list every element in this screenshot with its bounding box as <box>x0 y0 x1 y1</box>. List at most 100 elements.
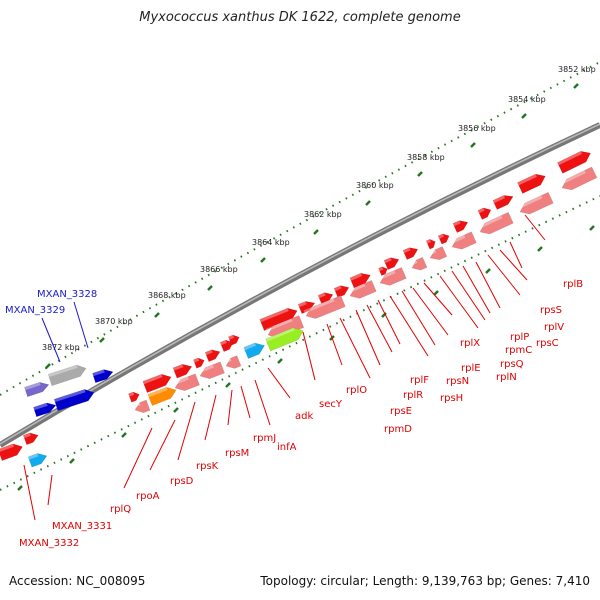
gene-arrow[interactable] <box>517 191 554 217</box>
gene-label[interactable]: rpsE <box>390 406 412 417</box>
gene-arrow[interactable] <box>427 246 448 263</box>
gene-label[interactable]: infA <box>277 442 297 453</box>
gene-label[interactable]: rplX <box>460 338 480 349</box>
label-leader-line <box>462 265 491 314</box>
gene-label[interactable]: rplV <box>544 322 564 333</box>
gene-label[interactable]: MXAN_3329 <box>5 305 65 316</box>
tick-label: 3864 kbp <box>252 238 290 247</box>
tick-mark <box>589 225 595 231</box>
label-leader-line <box>177 401 196 461</box>
gene-label[interactable]: rpsD <box>170 476 194 487</box>
gene-label[interactable]: rpsK <box>196 461 219 472</box>
gene-arrow[interactable] <box>449 231 477 253</box>
gene-arrow[interactable] <box>142 371 173 393</box>
gene-label[interactable]: MXAN_3331 <box>52 521 112 532</box>
gene-arrow[interactable] <box>223 355 242 371</box>
gene-label[interactable]: rpmJ <box>253 433 276 444</box>
gene-arrow[interactable] <box>402 245 420 260</box>
gene-arrow[interactable] <box>377 266 407 288</box>
tick-label: 3862 kbp <box>304 210 342 219</box>
label-leader-line <box>204 394 217 441</box>
gene-arrow[interactable] <box>24 380 50 398</box>
gene-arrow[interactable] <box>347 279 377 301</box>
gene-label[interactable]: rpsN <box>446 376 469 387</box>
gene-arrow[interactable] <box>297 298 317 314</box>
gene-arrow[interactable] <box>53 387 96 412</box>
gene-label[interactable]: rplQ <box>110 504 131 515</box>
gene-arrow[interactable] <box>47 363 88 387</box>
tick-label: 3872 kbp <box>42 343 80 352</box>
label-leader-line <box>439 275 479 329</box>
gene-arrow[interactable] <box>92 367 114 384</box>
gene-arrow[interactable] <box>517 171 547 194</box>
gene-label[interactable]: rpmD <box>384 424 412 435</box>
gene-arrow[interactable] <box>559 166 598 194</box>
gene-arrow[interactable] <box>425 238 437 250</box>
tick-mark <box>99 337 105 343</box>
gene-label[interactable]: secY <box>319 399 343 410</box>
tick-mark <box>521 113 527 119</box>
gene-label[interactable]: rplP <box>510 332 529 343</box>
label-leader-line <box>451 270 486 321</box>
gene-label[interactable]: rpsH <box>440 393 463 404</box>
gene-arrow[interactable] <box>193 356 206 369</box>
gene-arrow[interactable] <box>128 390 141 403</box>
label-leader-line <box>73 301 89 349</box>
gene-arrow[interactable] <box>349 270 373 289</box>
gene-arrow[interactable] <box>477 205 493 220</box>
gene-label[interactable]: MXAN_3332 <box>19 538 79 549</box>
gene-arrow[interactable] <box>27 451 49 468</box>
tick-label: 3860 kbp <box>356 181 394 190</box>
gene-label[interactable]: rpmC <box>505 345 532 356</box>
gene-arrow[interactable] <box>204 347 222 362</box>
label-leader-line <box>412 287 449 336</box>
gene-arrow[interactable] <box>133 399 151 415</box>
gene-arrow[interactable] <box>378 265 388 277</box>
gene-arrow[interactable] <box>303 295 346 321</box>
gene-arrow[interactable] <box>259 305 300 331</box>
gene-arrow[interactable] <box>557 148 593 174</box>
label-leader-line <box>475 261 501 309</box>
gene-label[interactable]: rplR <box>403 390 423 401</box>
gene-arrow[interactable] <box>383 255 401 270</box>
tick-label: 3858 kbp <box>407 153 445 162</box>
gene-arrow[interactable] <box>172 361 194 379</box>
gene-arrow[interactable] <box>333 283 351 298</box>
gene-label[interactable]: rpsC <box>536 338 559 349</box>
gene-label[interactable]: rpsS <box>540 305 562 316</box>
gene-arrow-secY[interactable] <box>265 325 306 352</box>
gene-arrow[interactable] <box>477 211 514 237</box>
gene-label[interactable]: rplO <box>346 385 367 396</box>
gene-arrow[interactable] <box>0 441 25 461</box>
gene-arrow[interactable] <box>317 290 335 305</box>
tick-mark <box>154 312 160 318</box>
gene-arrow[interactable] <box>437 232 451 245</box>
gene-label[interactable]: rpoA <box>136 491 160 502</box>
gene-label[interactable]: rplB <box>563 279 583 290</box>
gene-arrow[interactable] <box>492 192 515 210</box>
gene-label[interactable]: MXAN_3328 <box>37 289 97 300</box>
tick-mark <box>17 485 23 491</box>
gene-arrow[interactable] <box>172 373 200 394</box>
label-leader-line <box>47 474 53 506</box>
gene-label[interactable]: rpsM <box>225 448 249 459</box>
gene-label[interactable]: rplF <box>410 375 429 386</box>
tick-label: 3856 kbp <box>458 124 496 133</box>
gene-label[interactable]: adk <box>295 411 313 422</box>
gene-arrow-rpoA[interactable] <box>147 384 178 406</box>
gene-arrow[interactable] <box>33 400 57 418</box>
label-leader-line <box>355 309 381 366</box>
gene-arrow[interactable] <box>409 256 428 273</box>
tick-mark <box>313 229 319 235</box>
tick-mark <box>433 290 439 296</box>
gene-arrow[interactable] <box>452 218 470 233</box>
tick-mark <box>277 358 283 364</box>
gene-arrow[interactable] <box>22 431 40 446</box>
gene-label[interactable]: rplN <box>496 372 517 383</box>
gene-arrow-adk[interactable] <box>243 340 267 359</box>
gene-arrow[interactable] <box>219 338 235 352</box>
label-leader-line <box>267 367 291 399</box>
gene-label[interactable]: rpsQ <box>500 359 524 370</box>
gene-arrow[interactable] <box>197 361 225 382</box>
gene-label[interactable]: rplE <box>461 363 481 374</box>
